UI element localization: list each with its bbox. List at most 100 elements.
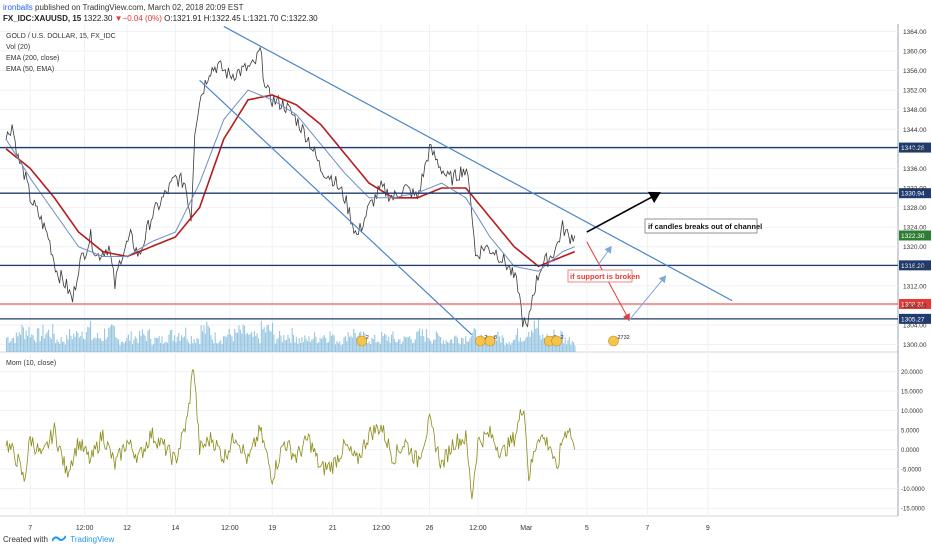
legend-mom: Mom (10, close) xyxy=(6,360,56,367)
volume-bar xyxy=(277,338,279,352)
volume-bar xyxy=(181,335,183,352)
y-tick-label: 1352.00 xyxy=(903,88,927,95)
volume-bar xyxy=(206,321,208,352)
volume-bar xyxy=(59,343,61,352)
y-tick-label: 1364.00 xyxy=(903,29,927,36)
volume-bar xyxy=(514,339,516,352)
volume-bar xyxy=(164,342,166,352)
volume-bar xyxy=(109,326,111,352)
event-flag-icon[interactable] xyxy=(356,335,368,347)
volume-bar xyxy=(398,339,400,352)
breakout-annotation: if candles breaks out of channel xyxy=(648,222,762,231)
volume-bar xyxy=(27,335,29,352)
volume-bar xyxy=(35,342,37,352)
volume-bar xyxy=(384,333,386,352)
y-tick-label: 1328.00 xyxy=(903,205,927,212)
mom-y-tick-label: -15.0000 xyxy=(901,507,925,513)
volume-bar xyxy=(262,329,264,352)
level-label-box xyxy=(899,313,931,324)
mom-y-tick-label: 15.0000 xyxy=(901,390,923,396)
volume-bar xyxy=(20,334,22,352)
volume-bar xyxy=(253,331,255,352)
volume-bar xyxy=(423,336,425,352)
volume-bar xyxy=(8,342,10,352)
volume-bar xyxy=(400,344,402,352)
volume-bar xyxy=(6,337,8,352)
volume-bar xyxy=(29,337,31,352)
volume-bar xyxy=(256,333,258,352)
volume-bar xyxy=(92,338,94,352)
volume-bar xyxy=(477,342,479,352)
volume-bar xyxy=(251,332,253,352)
volume-bar xyxy=(249,333,251,352)
x-tick-label: 7 xyxy=(645,525,649,532)
event-flag-icon[interactable] xyxy=(551,335,562,347)
volume-bar xyxy=(449,339,451,352)
volume-bar xyxy=(433,339,435,352)
volume-bar xyxy=(545,340,547,352)
volume-bar xyxy=(195,342,197,352)
level-label: 1308.31 xyxy=(901,301,925,308)
legend-ema200: EMA (200, close) xyxy=(6,55,59,62)
level-label-box xyxy=(899,142,931,153)
volume-bar xyxy=(414,339,416,352)
volume-bar xyxy=(50,338,52,352)
volume-bar xyxy=(454,336,456,352)
volume-bar xyxy=(91,339,93,352)
price-line xyxy=(5,46,576,328)
volume-bar xyxy=(476,340,478,352)
volume-bar xyxy=(442,340,444,352)
tradingview-brand[interactable]: TradingView xyxy=(70,535,115,544)
volume-bar xyxy=(526,336,528,352)
volume-bar xyxy=(406,337,408,352)
volume-bar xyxy=(304,335,306,352)
volume-bar xyxy=(421,329,423,352)
author-link[interactable]: ironballs xyxy=(3,3,33,12)
volume-bar xyxy=(64,344,66,352)
volume-bar xyxy=(314,332,316,352)
volume-bar xyxy=(330,335,332,352)
volume-bar xyxy=(472,332,474,352)
x-tick-label: 14 xyxy=(172,525,180,532)
volume-bar xyxy=(242,324,244,352)
event-flag-icon[interactable] xyxy=(608,335,619,347)
volume-bar xyxy=(328,342,330,352)
volume-bar xyxy=(447,342,449,352)
volume-bar xyxy=(532,332,534,352)
volume-bar xyxy=(255,335,257,352)
mom-y-tick-label: -10.0000 xyxy=(901,487,925,493)
volume-bar xyxy=(102,341,104,352)
volume-bar xyxy=(377,341,379,352)
volume-bar xyxy=(60,336,62,352)
y-tick-label: 1300.00 xyxy=(903,342,927,349)
volume-bars xyxy=(6,319,576,352)
volume-bar xyxy=(39,341,41,352)
volume-bar xyxy=(543,338,545,352)
volume-bar xyxy=(63,341,65,352)
volume-bar xyxy=(66,335,68,352)
volume-bar xyxy=(410,339,412,352)
published-text: published on TradingView.com, March 02, … xyxy=(35,3,244,12)
event-flag-icon[interactable] xyxy=(484,335,496,347)
volume-bar xyxy=(287,334,289,352)
volume-bar xyxy=(470,336,472,352)
volume-bar xyxy=(83,338,85,352)
volume-bar xyxy=(511,342,513,352)
volume-bar xyxy=(456,337,458,352)
volume-bar xyxy=(57,341,59,352)
momentum-line xyxy=(5,369,576,500)
volume-bar xyxy=(326,342,328,352)
volume-bar xyxy=(354,332,356,352)
volume-bar xyxy=(73,333,75,352)
volume-bar xyxy=(279,331,281,352)
volume-bar xyxy=(125,341,127,352)
change-text: ▼−0.04 (0%) xyxy=(114,14,162,23)
volume-bar xyxy=(95,338,97,352)
volume-bar xyxy=(538,319,540,352)
mom-y-tick-label: 0.0000 xyxy=(901,448,920,454)
mom-y-tick-label: 5.0000 xyxy=(901,429,920,435)
volume-bar xyxy=(71,339,73,352)
volume-bar xyxy=(94,337,96,352)
volume-bar xyxy=(281,342,283,352)
